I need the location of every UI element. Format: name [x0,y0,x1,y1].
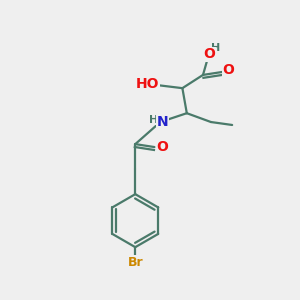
Text: Br: Br [128,256,143,269]
Text: O: O [223,63,235,76]
Text: H: H [211,43,220,53]
Text: H: H [149,115,158,125]
Text: N: N [157,115,169,129]
Text: HO: HO [135,77,159,91]
Text: O: O [203,47,215,61]
Text: O: O [157,140,169,154]
